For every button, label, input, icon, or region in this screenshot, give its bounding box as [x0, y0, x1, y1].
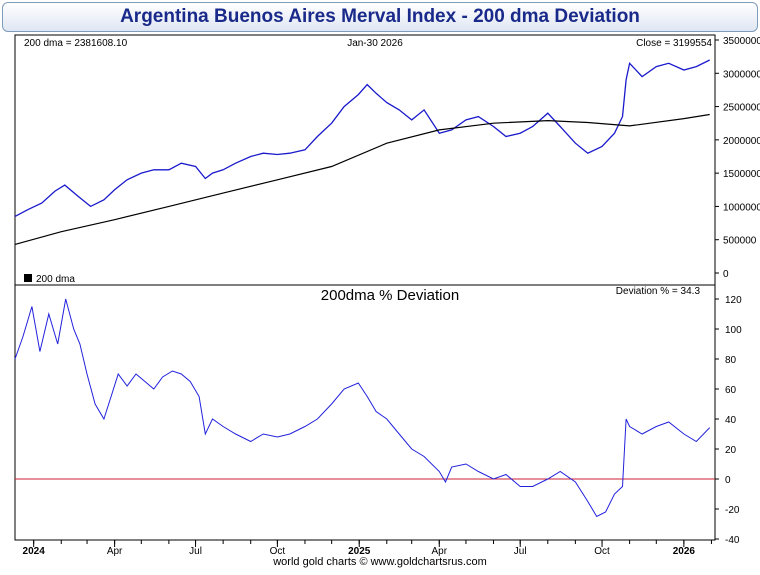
chart-title: Argentina Buenos Aires Merval Index - 20…: [2, 2, 758, 32]
legend-swatch-200dma: [24, 274, 32, 282]
lower-y-tick-label: 100: [725, 325, 742, 336]
lower-y-tick-label: -20: [725, 505, 740, 516]
upper-y-tick-label: 3500000: [723, 36, 760, 47]
dma-series-line: [14, 113, 710, 245]
lower-y-tick-label: -40: [725, 535, 740, 546]
lower-y-tick-label: 0: [725, 475, 731, 486]
x-tick-label: 2025: [348, 546, 371, 557]
x-tick-label: Apr: [107, 546, 123, 557]
price-series-line: [14, 59, 710, 217]
upper-y-tick-label: 1000000: [723, 202, 760, 213]
lower-panel-frame: [14, 284, 716, 541]
lower-y-tick-label: 120: [725, 295, 742, 306]
upper-y-tick-label: 500000: [723, 236, 757, 247]
x-tick-label: Apr: [431, 546, 447, 557]
upper-header-right: Close = 3199554: [636, 38, 712, 49]
deviation-series-line: [14, 298, 711, 518]
x-tick-label: 2024: [23, 546, 46, 557]
x-tick-label: Oct: [270, 546, 286, 557]
lower-y-tick-label: 20: [725, 445, 737, 456]
upper-y-tick-label: 1500000: [723, 169, 760, 180]
lower-panel-title: 200dma % Deviation: [321, 287, 459, 304]
upper-y-tick-label: 3000000: [723, 69, 760, 80]
upper-y-tick-label: 2500000: [723, 103, 760, 114]
lower-header-right: Deviation % = 34.3: [616, 286, 701, 297]
x-tick-label: Jul: [189, 546, 202, 557]
upper-header-left: 200 dma = 2381608.10: [24, 38, 128, 49]
lower-y-tick-label: 80: [725, 355, 737, 366]
x-tick-label: 2026: [673, 546, 696, 557]
upper-y-tick-label: 0: [723, 269, 729, 280]
upper-y-tick-label: 2000000: [723, 136, 760, 147]
upper-panel-frame: [14, 34, 716, 286]
x-tick-label: Oct: [594, 546, 610, 557]
legend-label-200dma: 200 dma: [36, 274, 75, 285]
lower-y-tick-label: 60: [725, 385, 737, 396]
x-tick-label: Jul: [514, 546, 527, 557]
chart-footer: world gold charts © www.goldchartsrus.co…: [273, 556, 487, 568]
upper-header-center: Jan-30 2026: [347, 38, 403, 49]
lower-y-tick-label: 40: [725, 415, 737, 426]
